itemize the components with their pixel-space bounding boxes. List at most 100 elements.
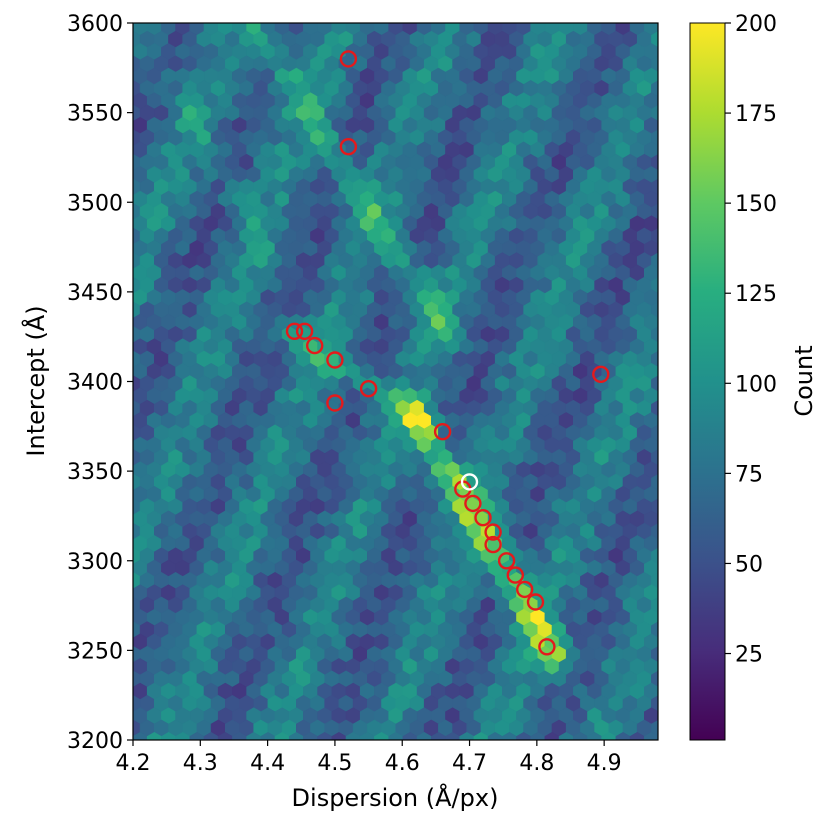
hexbin-cell (501, 731, 517, 740)
hexbin-cell (133, 686, 134, 696)
x-axis: 4.2 4.3 4.4 4.5 4.6 4.7 4.8 4.9 (116, 740, 622, 776)
hexbin-cell (146, 23, 148, 24)
hexbin-cell (112, 499, 126, 515)
hexbin-cell (133, 47, 134, 57)
hexbin-cell (659, 167, 673, 183)
hexbin-cell (231, 23, 233, 24)
hexbin-cell (203, 23, 205, 24)
hexbin-cell (558, 23, 560, 24)
highlight-markers (285, 50, 610, 656)
hexbin-cell (303, 731, 318, 740)
hexbin-cell (430, 23, 432, 24)
hexbin-cell (133, 219, 134, 229)
hexbin-cell (133, 731, 148, 740)
hexbin-cell (146, 731, 162, 740)
hexbin-cell (445, 731, 461, 740)
hexbin-cell (473, 23, 475, 24)
highlight-marker-red (433, 423, 452, 441)
hexbin-cell (112, 523, 126, 539)
colorbar: 25 50 75 100 125 150 175 200 Count (689, 12, 818, 741)
hexbin-cell (112, 695, 126, 711)
hexbin-cell (659, 68, 673, 84)
hexbin-cell (659, 191, 673, 207)
hexbin-cell (473, 731, 489, 740)
hexbin-cell (487, 731, 503, 740)
hexbin-cells (112, 23, 673, 748)
hexbin-cell (317, 731, 333, 740)
hexbin-cell (659, 659, 673, 675)
hexbin-cell (133, 514, 134, 524)
hexbin-cell (133, 613, 134, 622)
x-tick-label: 4.2 (116, 751, 151, 776)
hexbin-cell (515, 23, 518, 24)
hexbin-cell (112, 572, 126, 588)
hexbin-cell (133, 317, 134, 327)
hexbin-cell (659, 93, 673, 109)
x-tick-label: 4.4 (250, 751, 285, 776)
hexbin-cell (359, 731, 375, 740)
hexbin-cell (659, 486, 673, 502)
hexbin-cell (175, 731, 191, 740)
hexbin-cell (133, 711, 134, 721)
hexbin-cell (112, 351, 126, 367)
hexbin-cell (232, 731, 247, 740)
hexbin-cell (659, 44, 673, 60)
y-tick-label: 3550 (67, 102, 123, 127)
hexbin-cell (659, 240, 673, 256)
hexbin-cell (160, 23, 162, 24)
y-tick-label: 3350 (67, 460, 123, 485)
y-axis-title: Intercept (Å) (21, 305, 50, 456)
highlight-marker-white (460, 473, 479, 491)
x-tick-label: 4.9 (587, 751, 622, 776)
y-tick-label: 3200 (67, 729, 123, 754)
highlight-marker-red (339, 137, 358, 156)
y-tick-label: 3600 (67, 12, 123, 37)
highlight-marker-red (484, 523, 502, 541)
hexbin-cell (659, 708, 673, 724)
hexbin-cell (189, 731, 205, 740)
hexbin-cell (302, 23, 304, 24)
colorbar-tick-label: 125 (735, 282, 777, 307)
hexbin-cell (112, 130, 126, 146)
hexbin-cell (274, 23, 276, 24)
hexbin-cell (659, 363, 673, 379)
hexbin-cell (133, 244, 134, 253)
highlight-marker-red (526, 593, 545, 611)
highlight-marker-red (464, 494, 482, 513)
highlight-marker-red (285, 322, 304, 340)
colorbar-tick-label: 75 (735, 462, 763, 487)
highlight-marker-red (516, 580, 534, 599)
hexbin-cell (659, 732, 673, 748)
hexbin-cell (260, 23, 262, 24)
y-tick-label: 3450 (67, 281, 123, 306)
hexbin-cell (203, 731, 219, 740)
hexbin-cell (530, 23, 532, 24)
hexbin-cell (175, 23, 177, 24)
hexbin-cell (359, 23, 361, 24)
hexbin-cell (112, 56, 126, 72)
hexbin-cell (112, 80, 126, 96)
hexbin-cell (572, 731, 588, 740)
hexbin-cell (587, 731, 603, 740)
hexbin-cell (659, 511, 673, 527)
hexbin-cell (659, 536, 673, 552)
hexbin-cell (572, 23, 574, 24)
hexbin-cell (643, 23, 645, 24)
hexbin-cell (516, 731, 532, 740)
colorbar-tick-label: 150 (735, 192, 777, 217)
hexbin-cell (659, 388, 673, 404)
hexbin-cell (112, 326, 126, 342)
hexbin-cell (629, 23, 631, 24)
hexbin-cell (133, 268, 134, 278)
hexbin-cell (659, 142, 673, 158)
hexbin-cell (501, 23, 503, 24)
x-axis-title: Dispersion (Å/px) (292, 783, 499, 812)
highlight-marker-red (538, 638, 556, 656)
x-tick-label: 4.3 (183, 751, 218, 776)
hexbin-cell (112, 228, 126, 244)
hexbin-cell (659, 437, 673, 453)
highlight-marker-red (326, 351, 344, 369)
hexbin-cell (659, 462, 673, 478)
hexbin-cell (659, 634, 673, 650)
